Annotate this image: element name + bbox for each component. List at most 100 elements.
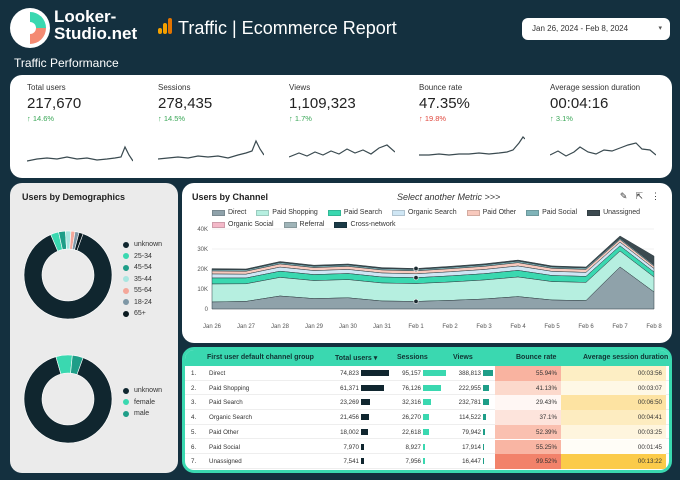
legend-label: Paid Shopping xyxy=(272,209,318,216)
row-sessions: 7,956 xyxy=(405,458,421,466)
date-range-picker[interactable]: Jan 26, 2024 - Feb 8, 2024 ▾ xyxy=(522,18,670,40)
legend-label: Paid Social xyxy=(542,209,578,216)
table-row[interactable]: 5. Paid Other 18,002 22,618 79,942 52.39% 00:0… xyxy=(185,424,669,440)
legend-item[interactable]: Paid Search xyxy=(327,208,382,218)
row-bounce-rate: 29.43% xyxy=(495,395,561,410)
legend-item[interactable]: 45-54 xyxy=(123,262,162,274)
row-avg-duration: 00:01:45 xyxy=(561,439,666,454)
x-tick-label: Jan 28 xyxy=(271,324,290,330)
edit-icon[interactable]: ✎ xyxy=(619,191,628,201)
row-bounce-rate: 37.1% xyxy=(495,410,561,425)
row-bounce-rate: 52.39% xyxy=(495,424,561,440)
legend-item[interactable]: male xyxy=(123,408,162,420)
kpi-avg-session-duration[interactable]: Average session duration 00:04:16 ↑ 3.1% xyxy=(550,83,670,123)
col-sessions[interactable]: Sessions xyxy=(397,354,428,361)
gender-slice[interactable] xyxy=(70,354,84,375)
area-series-direct[interactable] xyxy=(211,266,655,310)
row-sessions: 76,126 xyxy=(402,384,421,392)
gender-donut-chart[interactable] xyxy=(23,354,113,444)
row-channel: Paid Shopping xyxy=(209,384,250,392)
users-by-channel-card: Users by Channel Select another Metric >… xyxy=(182,183,672,343)
export-icon[interactable]: ⇱ xyxy=(635,191,643,201)
kpi-views[interactable]: Views 1,109,323 ↑ 1.7% xyxy=(289,83,409,123)
metric-selector[interactable]: Select another Metric >>> xyxy=(397,192,501,202)
table-row[interactable]: 1. Direct 74,823 95,157 388,813 55.94% 00:03:5… xyxy=(185,366,669,381)
legend-swatch xyxy=(526,210,540,216)
age-donut-chart[interactable] xyxy=(23,230,113,320)
legend-item[interactable]: Referral xyxy=(283,220,324,230)
legend-item[interactable]: Organic Social xyxy=(212,220,274,230)
sessions-bar xyxy=(423,414,430,421)
users-by-channel-area-chart[interactable]: 40K 30K 20K 10K 0 Jan 26 Jan 27 Jan 28 Jan 29 Jan… xyxy=(182,183,672,343)
table-row[interactable]: 4. Organic Search 21,456 26,270 114,522 37.1%… xyxy=(185,410,669,425)
legend-item[interactable]: unknown xyxy=(123,239,162,251)
legend-item[interactable]: 65+ xyxy=(123,308,162,320)
col-avg-duration[interactable]: Average session duration xyxy=(583,354,669,361)
row-index: 5. xyxy=(191,428,197,436)
legend-item[interactable]: Paid Other xyxy=(466,208,516,218)
report-title: Traffic | Ecommerce Report xyxy=(178,18,397,38)
row-channel: Paid Other xyxy=(209,428,239,436)
legend-item[interactable]: 35-44 xyxy=(123,274,162,286)
sessions-sparkline xyxy=(158,139,264,160)
sessions-bar xyxy=(423,458,425,465)
table-row[interactable]: 2. Paid Shopping 61,371 76,126 222,955 41.13%… xyxy=(185,380,669,396)
kpi-delta: ↑ 14.6% xyxy=(27,114,55,123)
legend-item[interactable]: 18-24 xyxy=(123,297,162,309)
col-views[interactable]: Views xyxy=(453,354,473,361)
col-channel-group[interactable]: First user default channel group xyxy=(207,354,314,361)
table-row[interactable]: 6. Paid Social 7,970 8,927 17,914 55.25% 00:01… xyxy=(185,439,669,454)
hover-marker xyxy=(413,275,419,281)
age-slice[interactable] xyxy=(74,232,84,251)
table-row[interactable]: 3. Paid Search 23,269 32,316 232,781 29.43% 00… xyxy=(185,395,669,410)
legend-item[interactable]: Paid Shopping xyxy=(256,208,318,218)
kpi-value: 217,670 xyxy=(27,95,82,112)
row-views: 114,522 xyxy=(459,414,481,422)
sessions-bar xyxy=(423,384,442,391)
x-tick-label: Jan 27 xyxy=(237,324,256,330)
legend-swatch xyxy=(212,222,225,228)
more-icon[interactable]: ⋮ xyxy=(651,191,660,201)
kpi-bounce-rate[interactable]: Bounce rate 47.35% ↑ 19.8% xyxy=(419,83,539,123)
kpi-total-users[interactable]: Total users 217,670 ↑ 14.6% xyxy=(27,83,147,123)
row-index: 7. xyxy=(191,458,197,466)
x-tick-label: Feb 1 xyxy=(408,324,424,330)
hover-marker xyxy=(413,265,419,271)
legend-swatch xyxy=(123,310,129,317)
legend-swatch xyxy=(334,222,348,228)
legend-item[interactable]: unknown xyxy=(123,385,162,397)
table-row[interactable]: 7. Unassigned 7,541 7,956 16,447 99.52% 00:13:… xyxy=(185,454,669,469)
row-users: 74,823 xyxy=(340,370,359,377)
legend-item[interactable]: female xyxy=(123,397,162,409)
row-sessions: 22,618 xyxy=(402,428,421,436)
kpi-value: 1,109,323 xyxy=(289,95,356,112)
age-slice[interactable] xyxy=(23,233,113,320)
legend-label: Unassigned xyxy=(603,209,641,216)
legend-item[interactable]: Unassigned xyxy=(587,208,640,218)
row-users: 7,970 xyxy=(343,443,359,451)
legend-label: 25-34 xyxy=(134,252,152,260)
legend-item[interactable]: Cross-network xyxy=(334,220,396,230)
age-legend: unknown 25-34 45-54 35-44 55-64 18-24 65+ xyxy=(123,239,162,320)
legend-label: unknown xyxy=(134,387,163,395)
legend-label: unknown xyxy=(134,241,163,249)
legend-item[interactable]: Organic Search xyxy=(391,208,457,218)
legend-item[interactable]: 55-64 xyxy=(123,285,162,297)
legend-item[interactable]: Direct xyxy=(212,208,246,218)
row-sessions: 26,270 xyxy=(402,414,421,422)
kpi-sessions[interactable]: Sessions 278,435 ↑ 14.5% xyxy=(158,83,278,123)
row-sessions: 32,316 xyxy=(402,399,421,407)
col-total-users[interactable]: Total users ▾ xyxy=(335,355,378,362)
col-bounce-rate[interactable]: Bounce rate xyxy=(516,354,557,361)
legend-label: Organic Social xyxy=(228,221,274,228)
logo-text: Looker- Studio.net xyxy=(54,8,137,42)
row-bounce-rate: 55.94% xyxy=(495,366,561,381)
legend-swatch xyxy=(587,210,601,216)
row-index: 2. xyxy=(191,384,197,392)
sessions-bar xyxy=(423,399,431,406)
legend-item[interactable]: 25-34 xyxy=(123,251,162,263)
row-bounce-rate: 41.13% xyxy=(495,380,561,396)
gender-slice[interactable] xyxy=(23,356,113,444)
legend-item[interactable]: Paid Social xyxy=(526,208,577,218)
row-avg-duration: 00:06:50 xyxy=(561,395,666,410)
